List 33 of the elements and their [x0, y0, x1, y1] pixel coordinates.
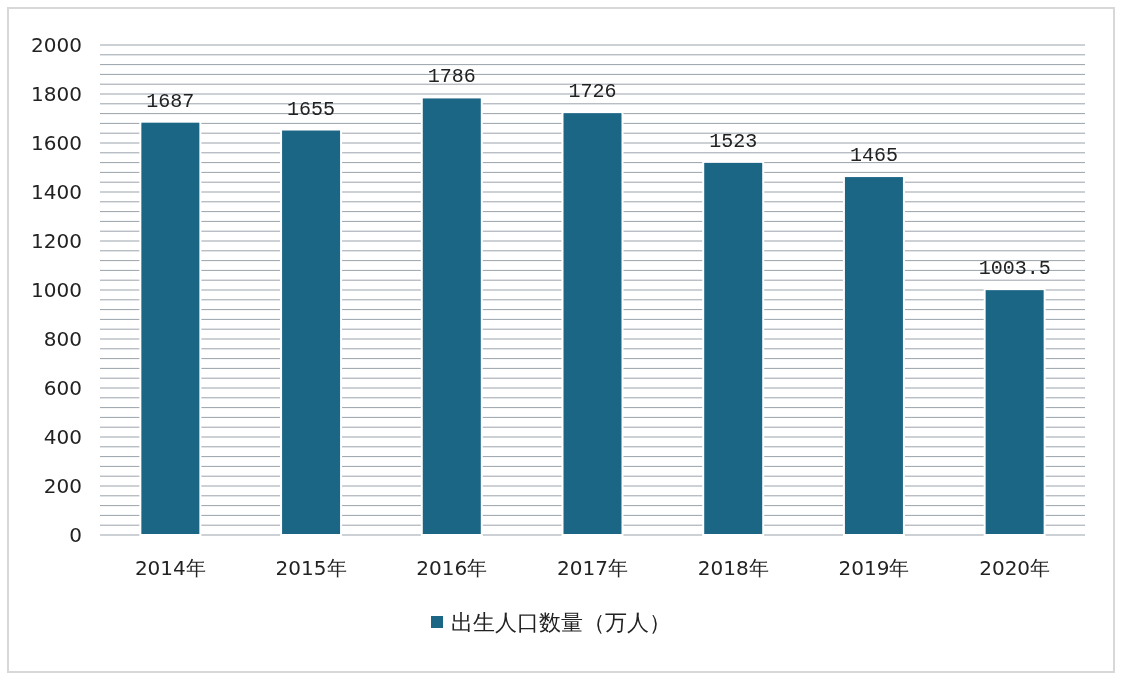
- text: 1786: [427, 65, 476, 89]
- bar: [280, 128, 343, 536]
- y-tick-label: 0: [69, 523, 82, 547]
- x-tick-label: 2015年: [275, 556, 347, 580]
- bar: [420, 96, 483, 536]
- y-tick-label: 1600: [31, 131, 82, 155]
- x-tick-label: 2018年: [697, 556, 769, 580]
- text: 1655: [287, 97, 336, 121]
- bar: [702, 160, 765, 536]
- bar: [561, 111, 624, 536]
- text: 1523: [709, 129, 758, 153]
- x-tick-label: 2019年: [838, 556, 910, 580]
- y-tick-label: 1000: [31, 278, 82, 302]
- bar: [983, 288, 1046, 536]
- y-tick-label: 200: [43, 474, 82, 498]
- y-tick-label: 2000: [31, 33, 82, 57]
- legend-label: 出生人口数量（万人）: [451, 610, 671, 635]
- text: 1465: [849, 144, 898, 168]
- y-tick-label: 1800: [31, 82, 82, 106]
- text: 1003.5: [978, 257, 1051, 281]
- bar: [842, 175, 905, 536]
- y-tick-label: 600: [43, 376, 82, 400]
- x-tick-label: 2017年: [557, 556, 628, 580]
- y-tick-label: 1200: [31, 229, 82, 253]
- y-tick-label: 400: [43, 425, 82, 449]
- text: 1726: [568, 80, 617, 104]
- x-tick-label: 2016年: [416, 556, 488, 580]
- text: 1687: [146, 89, 195, 113]
- y-tick-label: 800: [43, 327, 82, 351]
- bar: [139, 120, 202, 536]
- x-tick-label: 2014年: [134, 556, 206, 580]
- y-tick-label: 1400: [31, 180, 82, 204]
- x-tick-label: 2020年: [979, 556, 1051, 580]
